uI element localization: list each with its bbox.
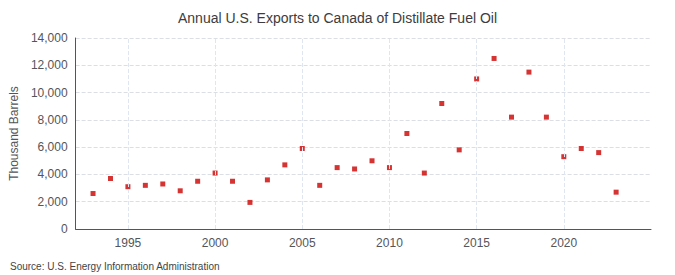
svg-text:1995: 1995	[115, 236, 142, 250]
svg-text:6,000: 6,000	[38, 140, 68, 154]
svg-text:2015: 2015	[463, 236, 490, 250]
svg-text:2000: 2000	[202, 236, 229, 250]
svg-text:2010: 2010	[376, 236, 403, 250]
svg-text:10,000: 10,000	[31, 86, 68, 100]
svg-text:2005: 2005	[289, 236, 316, 250]
svg-text:0: 0	[61, 222, 68, 236]
svg-text:4,000: 4,000	[38, 167, 68, 181]
svg-text:2,000: 2,000	[38, 195, 68, 209]
svg-text:14,000: 14,000	[31, 31, 68, 45]
svg-text:2020: 2020	[550, 236, 577, 250]
svg-text:12,000: 12,000	[31, 58, 68, 72]
svg-text:Source: U.S. Energy Informatio: Source: U.S. Energy Information Administ…	[10, 261, 220, 272]
svg-text:Annual U.S. Exports to Canada: Annual U.S. Exports to Canada of Distill…	[178, 10, 497, 26]
svg-text:8,000: 8,000	[38, 113, 68, 127]
svg-text:Thousand Barrels: Thousand Barrels	[7, 86, 21, 181]
